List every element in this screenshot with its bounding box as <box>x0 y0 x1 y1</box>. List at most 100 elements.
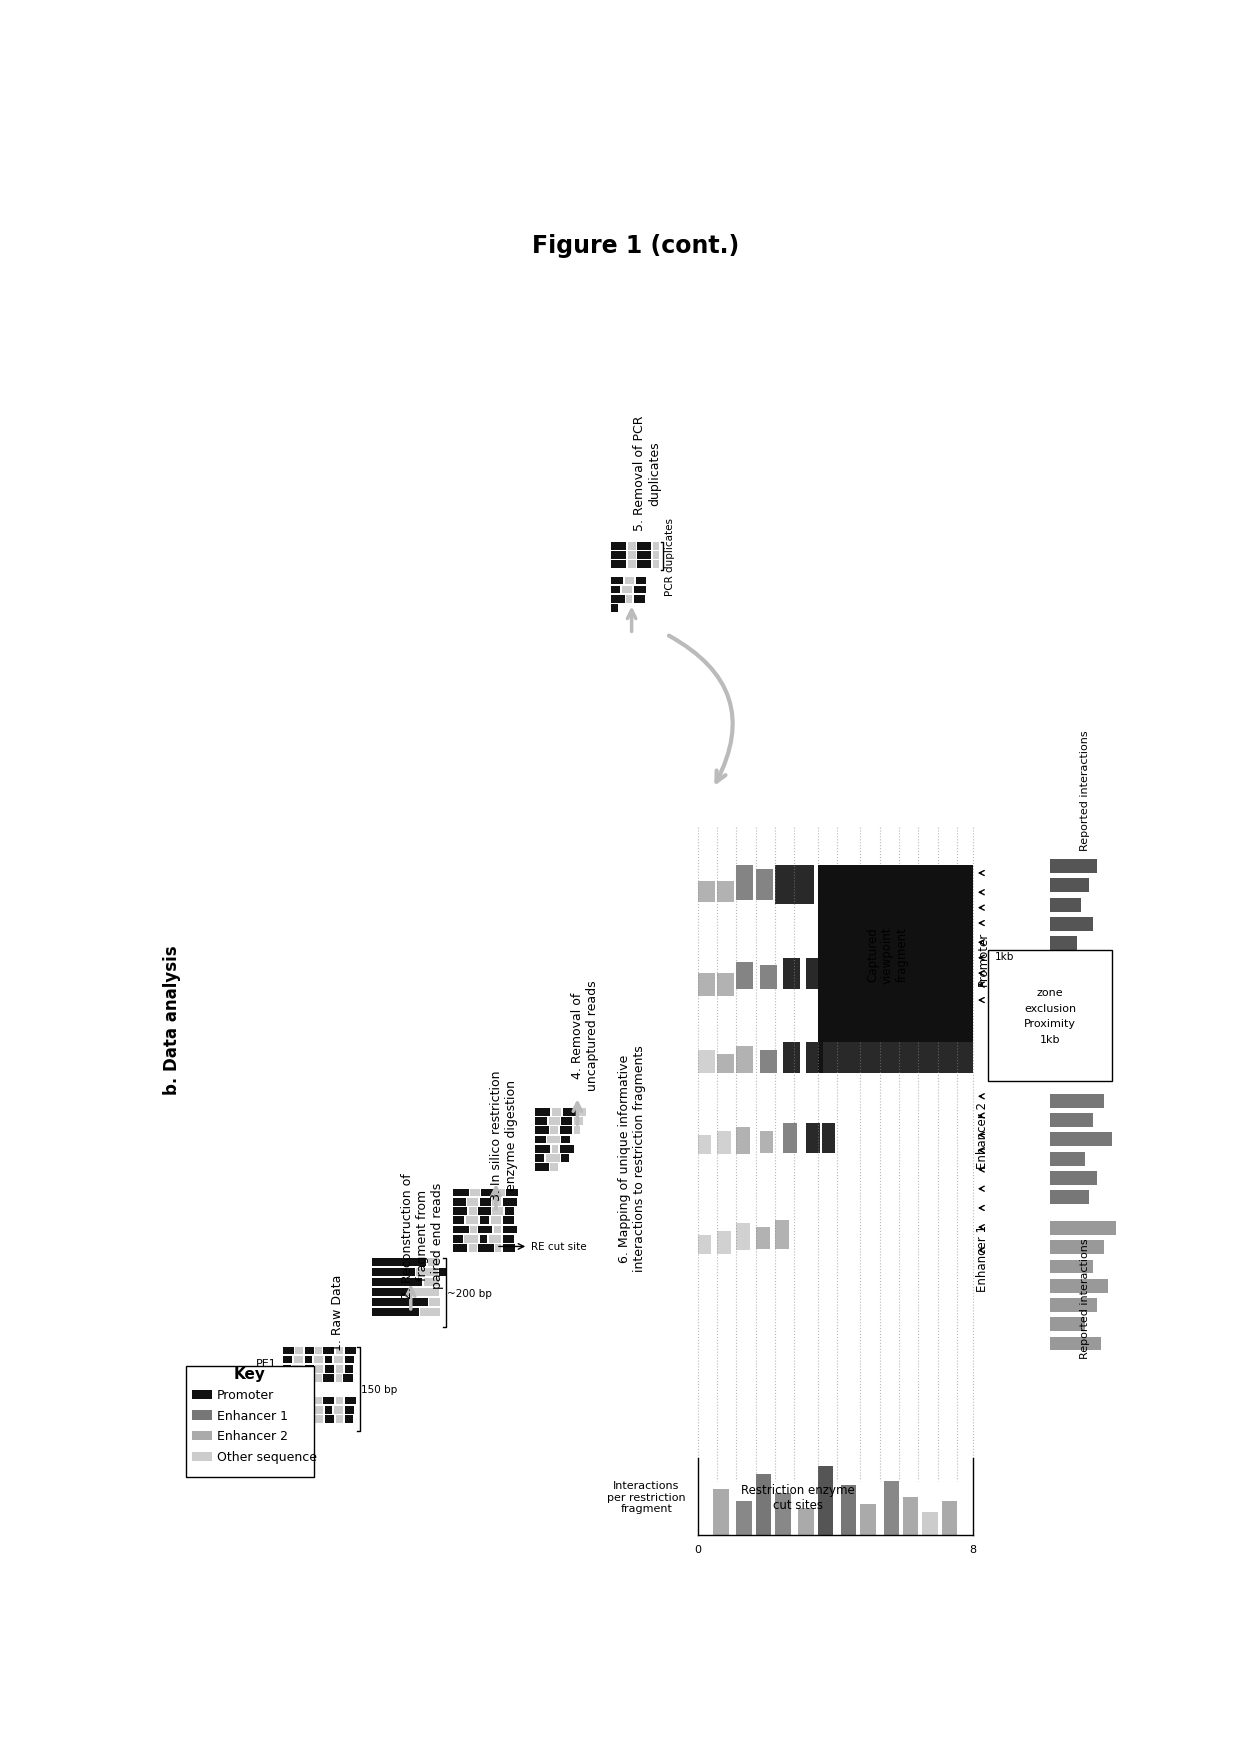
Bar <box>283 1374 294 1383</box>
FancyArrowPatch shape <box>573 1102 582 1125</box>
Bar <box>492 1208 503 1215</box>
Bar <box>611 605 619 612</box>
Bar <box>1050 1094 1105 1108</box>
Text: Captured
viewpoint
fragment: Captured viewpoint fragment <box>866 926 909 983</box>
Text: ~200 bp: ~200 bp <box>448 1288 492 1298</box>
Bar <box>372 1309 419 1316</box>
Bar <box>611 596 625 603</box>
Bar <box>439 1268 448 1275</box>
Bar <box>294 1406 303 1413</box>
Bar <box>759 1051 776 1074</box>
Bar <box>1050 995 1074 1009</box>
Bar <box>578 1108 587 1117</box>
Bar <box>637 552 651 559</box>
Bar <box>469 1244 476 1252</box>
Bar <box>611 552 626 559</box>
Bar <box>534 1136 546 1143</box>
Bar <box>1050 859 1096 873</box>
Bar <box>1050 898 1081 912</box>
Bar <box>479 1244 494 1252</box>
Bar <box>343 1374 352 1383</box>
Bar <box>697 882 714 903</box>
Bar <box>1050 1191 1089 1205</box>
Text: PE2: PE2 <box>255 1406 277 1416</box>
Bar <box>1050 1279 1109 1293</box>
Bar <box>551 1164 558 1171</box>
Bar <box>625 577 634 586</box>
Text: Other sequence: Other sequence <box>217 1450 317 1464</box>
Bar <box>782 1124 797 1154</box>
Bar <box>295 1397 303 1404</box>
Bar <box>559 1127 572 1134</box>
Bar <box>1050 1221 1116 1235</box>
Text: 8: 8 <box>970 1544 976 1554</box>
Bar <box>1050 956 1101 970</box>
Bar <box>1050 1113 1092 1127</box>
Bar <box>817 1043 972 1074</box>
Text: 2. Reconstruction of
fragment from
paired end reads: 2. Reconstruction of fragment from paire… <box>401 1173 444 1298</box>
Bar <box>817 866 972 905</box>
Bar <box>637 543 651 550</box>
Bar <box>325 1406 332 1413</box>
Bar <box>325 1365 334 1372</box>
Bar <box>737 866 753 900</box>
Bar <box>283 1397 294 1404</box>
Text: zone: zone <box>1037 988 1064 998</box>
Bar <box>489 1235 501 1244</box>
Bar <box>560 1136 570 1143</box>
Bar <box>652 561 658 568</box>
Bar <box>817 866 972 1043</box>
Text: PCR duplicates: PCR duplicates <box>665 517 675 596</box>
Bar <box>464 1235 479 1244</box>
Bar <box>345 1397 356 1404</box>
Bar <box>454 1208 467 1215</box>
Bar <box>534 1145 551 1154</box>
Bar <box>293 1415 303 1424</box>
Bar <box>324 1374 334 1383</box>
Bar <box>1050 1337 1101 1351</box>
Bar <box>334 1357 343 1364</box>
Bar <box>417 1268 438 1275</box>
Bar <box>621 586 632 594</box>
Bar <box>755 870 773 900</box>
Bar <box>492 1198 501 1207</box>
Bar <box>345 1357 355 1364</box>
Bar <box>717 1055 734 1074</box>
Bar <box>479 1208 491 1215</box>
FancyArrowPatch shape <box>668 637 733 781</box>
Bar <box>372 1268 414 1275</box>
Bar <box>634 586 646 594</box>
Bar <box>454 1244 467 1252</box>
Bar <box>305 1415 314 1424</box>
Bar <box>782 958 800 990</box>
Text: 4. Removal of
uncaptured reads: 4. Removal of uncaptured reads <box>572 979 599 1090</box>
Text: 1kb: 1kb <box>1040 1034 1060 1044</box>
Bar <box>336 1346 343 1355</box>
Bar <box>549 1117 559 1125</box>
Bar <box>775 1221 789 1249</box>
Text: Enhancer 1: Enhancer 1 <box>217 1409 288 1422</box>
Bar <box>305 1397 314 1404</box>
Bar <box>697 1136 712 1154</box>
Text: 0: 0 <box>694 1544 701 1554</box>
Bar <box>192 1390 212 1399</box>
Bar <box>883 1482 899 1535</box>
Bar <box>469 1208 476 1215</box>
Bar <box>494 1226 501 1233</box>
Bar <box>652 543 658 550</box>
Bar <box>293 1365 303 1372</box>
Bar <box>1050 1240 1105 1254</box>
Bar <box>303 1374 314 1383</box>
Text: exclusion: exclusion <box>1024 1004 1076 1013</box>
Bar <box>503 1244 516 1252</box>
Bar <box>192 1431 212 1441</box>
Bar <box>283 1406 293 1413</box>
Bar <box>1050 1014 1089 1027</box>
Bar <box>717 882 734 903</box>
Bar <box>611 586 620 594</box>
Bar <box>534 1108 551 1117</box>
Bar <box>988 951 1112 1081</box>
Bar <box>534 1117 547 1125</box>
Bar <box>737 961 753 990</box>
Bar <box>799 1508 813 1535</box>
